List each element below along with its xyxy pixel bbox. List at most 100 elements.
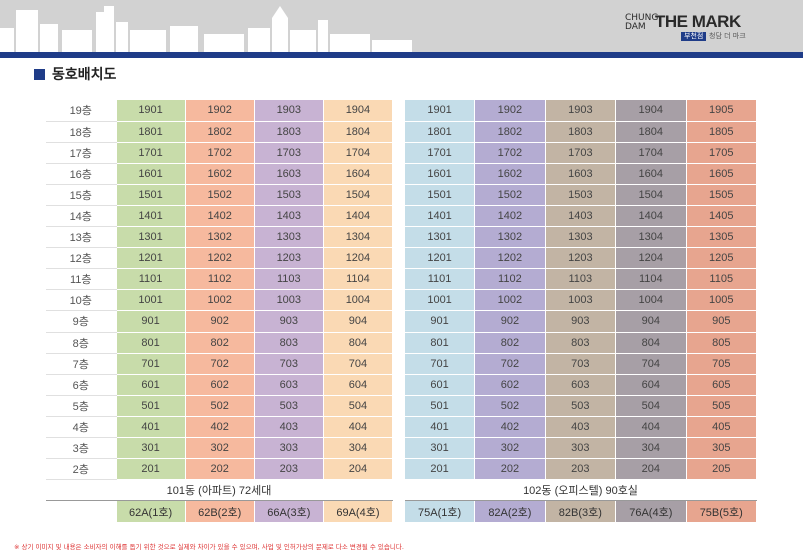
unit-type-cell: 62A(1호) (116, 500, 186, 524)
unit-cell: 1701 (405, 142, 476, 164)
unit-cell: 302 (185, 437, 255, 460)
unit-cell: 301 (405, 437, 476, 460)
unit-cell: 705 (686, 353, 758, 375)
unit-cell: 803 (545, 332, 617, 354)
building-label-row: 102동 (오피스텔) 90호실 (405, 479, 757, 502)
unit-cell: 201 (116, 458, 186, 481)
unit-cell: 304 (615, 437, 687, 460)
unit-cell: 802 (474, 332, 546, 354)
table-row: 6층 601 602 603 604 (46, 374, 394, 396)
unit-cell: 1501 (116, 184, 186, 206)
unit-cell: 1404 (615, 205, 687, 228)
unit-cell: 801 (116, 332, 186, 354)
unit-cell: 1201 (405, 247, 476, 270)
floor-label: 15층 (46, 184, 117, 206)
unit-cell: 1202 (185, 247, 255, 270)
unit-cell: 1904 (323, 100, 394, 122)
unit-cell: 1305 (686, 226, 758, 249)
header-banner: CHUNG DAM THE MARK 부천점 청담 더 마크 (0, 0, 803, 52)
unit-cell: 302 (474, 437, 546, 460)
table-row: 1201 1202 1203 1204 1205 (405, 247, 758, 270)
unit-cell: 1801 (405, 121, 476, 143)
unit-cell: 1203 (545, 247, 617, 270)
floor-label: 7층 (46, 353, 117, 375)
unit-cell: 702 (474, 353, 546, 375)
table-row: 9층 901 902 903 904 (46, 310, 394, 333)
unit-cell: 903 (254, 310, 324, 333)
unit-cell: 1604 (615, 163, 687, 185)
logo-brand-small: CHUNG DAM (625, 13, 659, 32)
unit-cell: 205 (686, 458, 758, 481)
unit-cell: 1705 (686, 142, 758, 164)
unit-cell: 805 (686, 332, 758, 354)
unit-cell: 203 (254, 458, 324, 481)
unit-cell: 204 (615, 458, 687, 481)
table-row: 3층 301 302 303 304 (46, 437, 394, 460)
table-row: 901 902 903 904 905 (405, 310, 758, 333)
unit-cell: 1902 (474, 100, 546, 122)
table-row: 12층 1201 1202 1203 1204 (46, 247, 394, 270)
unit-cell: 503 (545, 395, 617, 417)
title-square-icon (34, 68, 45, 80)
skyline-illustration (0, 6, 412, 52)
unit-cell: 203 (545, 458, 617, 481)
unit-cell: 1002 (474, 289, 546, 312)
table-row: 15층 1501 1502 1503 1504 (46, 184, 394, 206)
table-row: 19층 1901 1902 1903 1904 (46, 100, 394, 122)
unit-cell: 1003 (254, 289, 324, 312)
unit-cell: 202 (185, 458, 255, 481)
unit-cell: 1504 (615, 184, 687, 206)
logo-subtitle: 청담 더 마크 (709, 32, 746, 40)
unit-cell: 804 (615, 332, 687, 354)
unit-type-row: 62A(1호) 62B(2호) 66A(3호) 69A(4호) (46, 500, 394, 524)
unit-cell: 1802 (185, 121, 255, 143)
table-row: 1901 1902 1903 1904 1905 (405, 100, 758, 122)
unit-cell: 1304 (615, 226, 687, 249)
building-label-row: 101동 (아파트) 72세대 (46, 479, 393, 502)
unit-cell: 1702 (474, 142, 546, 164)
unit-cell: 1503 (254, 184, 324, 206)
unit-cell: 1403 (254, 205, 324, 228)
unit-cell: 601 (405, 374, 476, 396)
unit-cell: 701 (405, 353, 476, 375)
unit-cell: 504 (615, 395, 687, 417)
unit-cell: 1804 (323, 121, 394, 143)
section-title: 동호배치도 (34, 64, 116, 84)
floor-label: 10층 (46, 289, 117, 312)
unit-cell: 401 (405, 416, 476, 439)
unit-cell: 402 (185, 416, 255, 439)
unit-cell: 1303 (545, 226, 617, 249)
building-102-table: 1901 1902 1903 1904 1905 1801 1802 1803 1804 1805… (405, 100, 758, 524)
unit-cell: 904 (323, 310, 394, 333)
unit-type-cell: 75B(5호) (686, 500, 758, 524)
floor-label: 8층 (46, 332, 117, 354)
unit-cell: 804 (323, 332, 394, 354)
unit-cell: 502 (474, 395, 546, 417)
unit-cell: 1104 (323, 268, 394, 291)
unit-cell: 503 (254, 395, 324, 417)
unit-cell: 1601 (116, 163, 186, 185)
unit-cell: 1702 (185, 142, 255, 164)
table-row: 16층 1601 1602 1603 1604 (46, 163, 394, 185)
unit-cell: 602 (474, 374, 546, 396)
unit-cell: 1603 (254, 163, 324, 185)
unit-cell: 1003 (545, 289, 617, 312)
table-row: 11층 1101 1102 1103 1104 (46, 268, 394, 291)
unit-cell: 1301 (405, 226, 476, 249)
unit-cell: 1105 (686, 268, 758, 291)
unit-cell: 1405 (686, 205, 758, 228)
unit-cell: 1103 (254, 268, 324, 291)
unit-cell: 1005 (686, 289, 758, 312)
table-row: 601 602 603 604 605 (405, 374, 758, 396)
table-row: 13층 1301 1302 1303 1304 (46, 226, 394, 249)
unit-cell: 1202 (474, 247, 546, 270)
unit-cell: 603 (254, 374, 324, 396)
table-row: 1101 1102 1103 1104 1105 (405, 268, 758, 291)
unit-cell: 1903 (254, 100, 324, 122)
unit-cell: 404 (323, 416, 394, 439)
table-row: 14층 1401 1402 1403 1404 (46, 205, 394, 228)
floor-label: 4층 (46, 416, 117, 439)
unit-cell: 1302 (474, 226, 546, 249)
floor-label: 13층 (46, 226, 117, 249)
unit-cell: 1402 (185, 205, 255, 228)
